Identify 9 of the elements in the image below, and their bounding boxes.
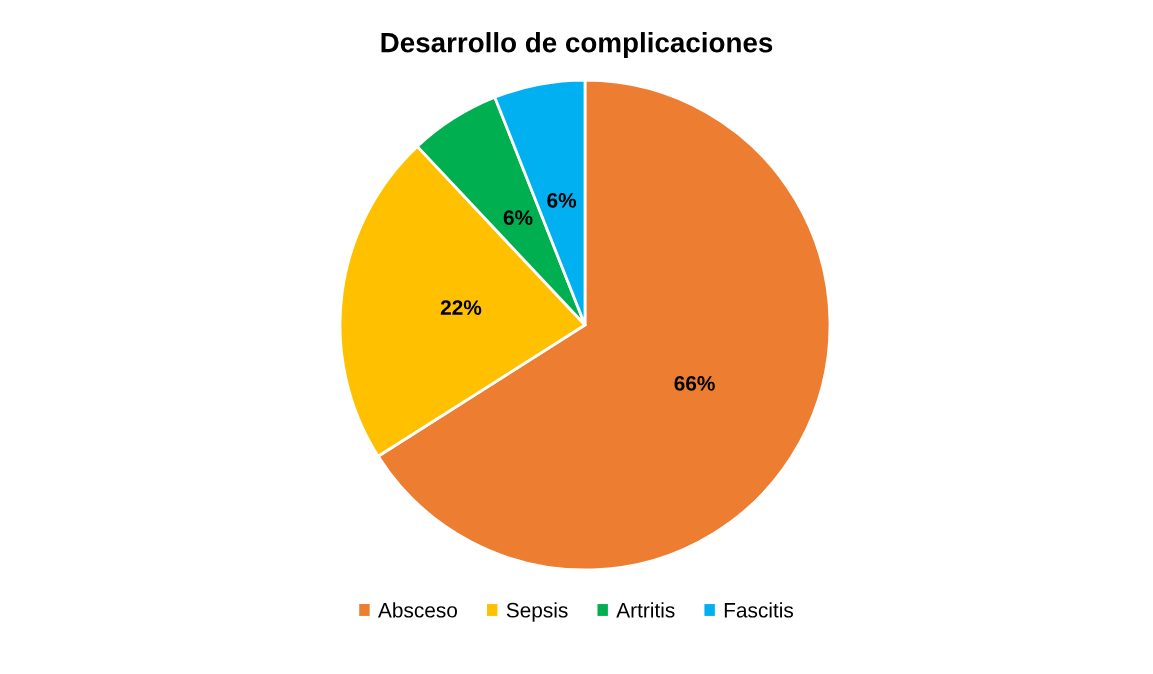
data-label: 6% [547,193,577,208]
legend-label: Absceso [378,602,457,618]
chart-title: Desarrollo de complicaciones [381,32,773,58]
legend-label: Sepsis [506,602,568,622]
data-label: 6% [503,210,533,226]
legend-label: Artritis [616,602,675,618]
data-label: 22% [440,300,482,315]
legend-label: Fascitis [724,602,794,618]
data-label: 66% [674,376,715,391]
